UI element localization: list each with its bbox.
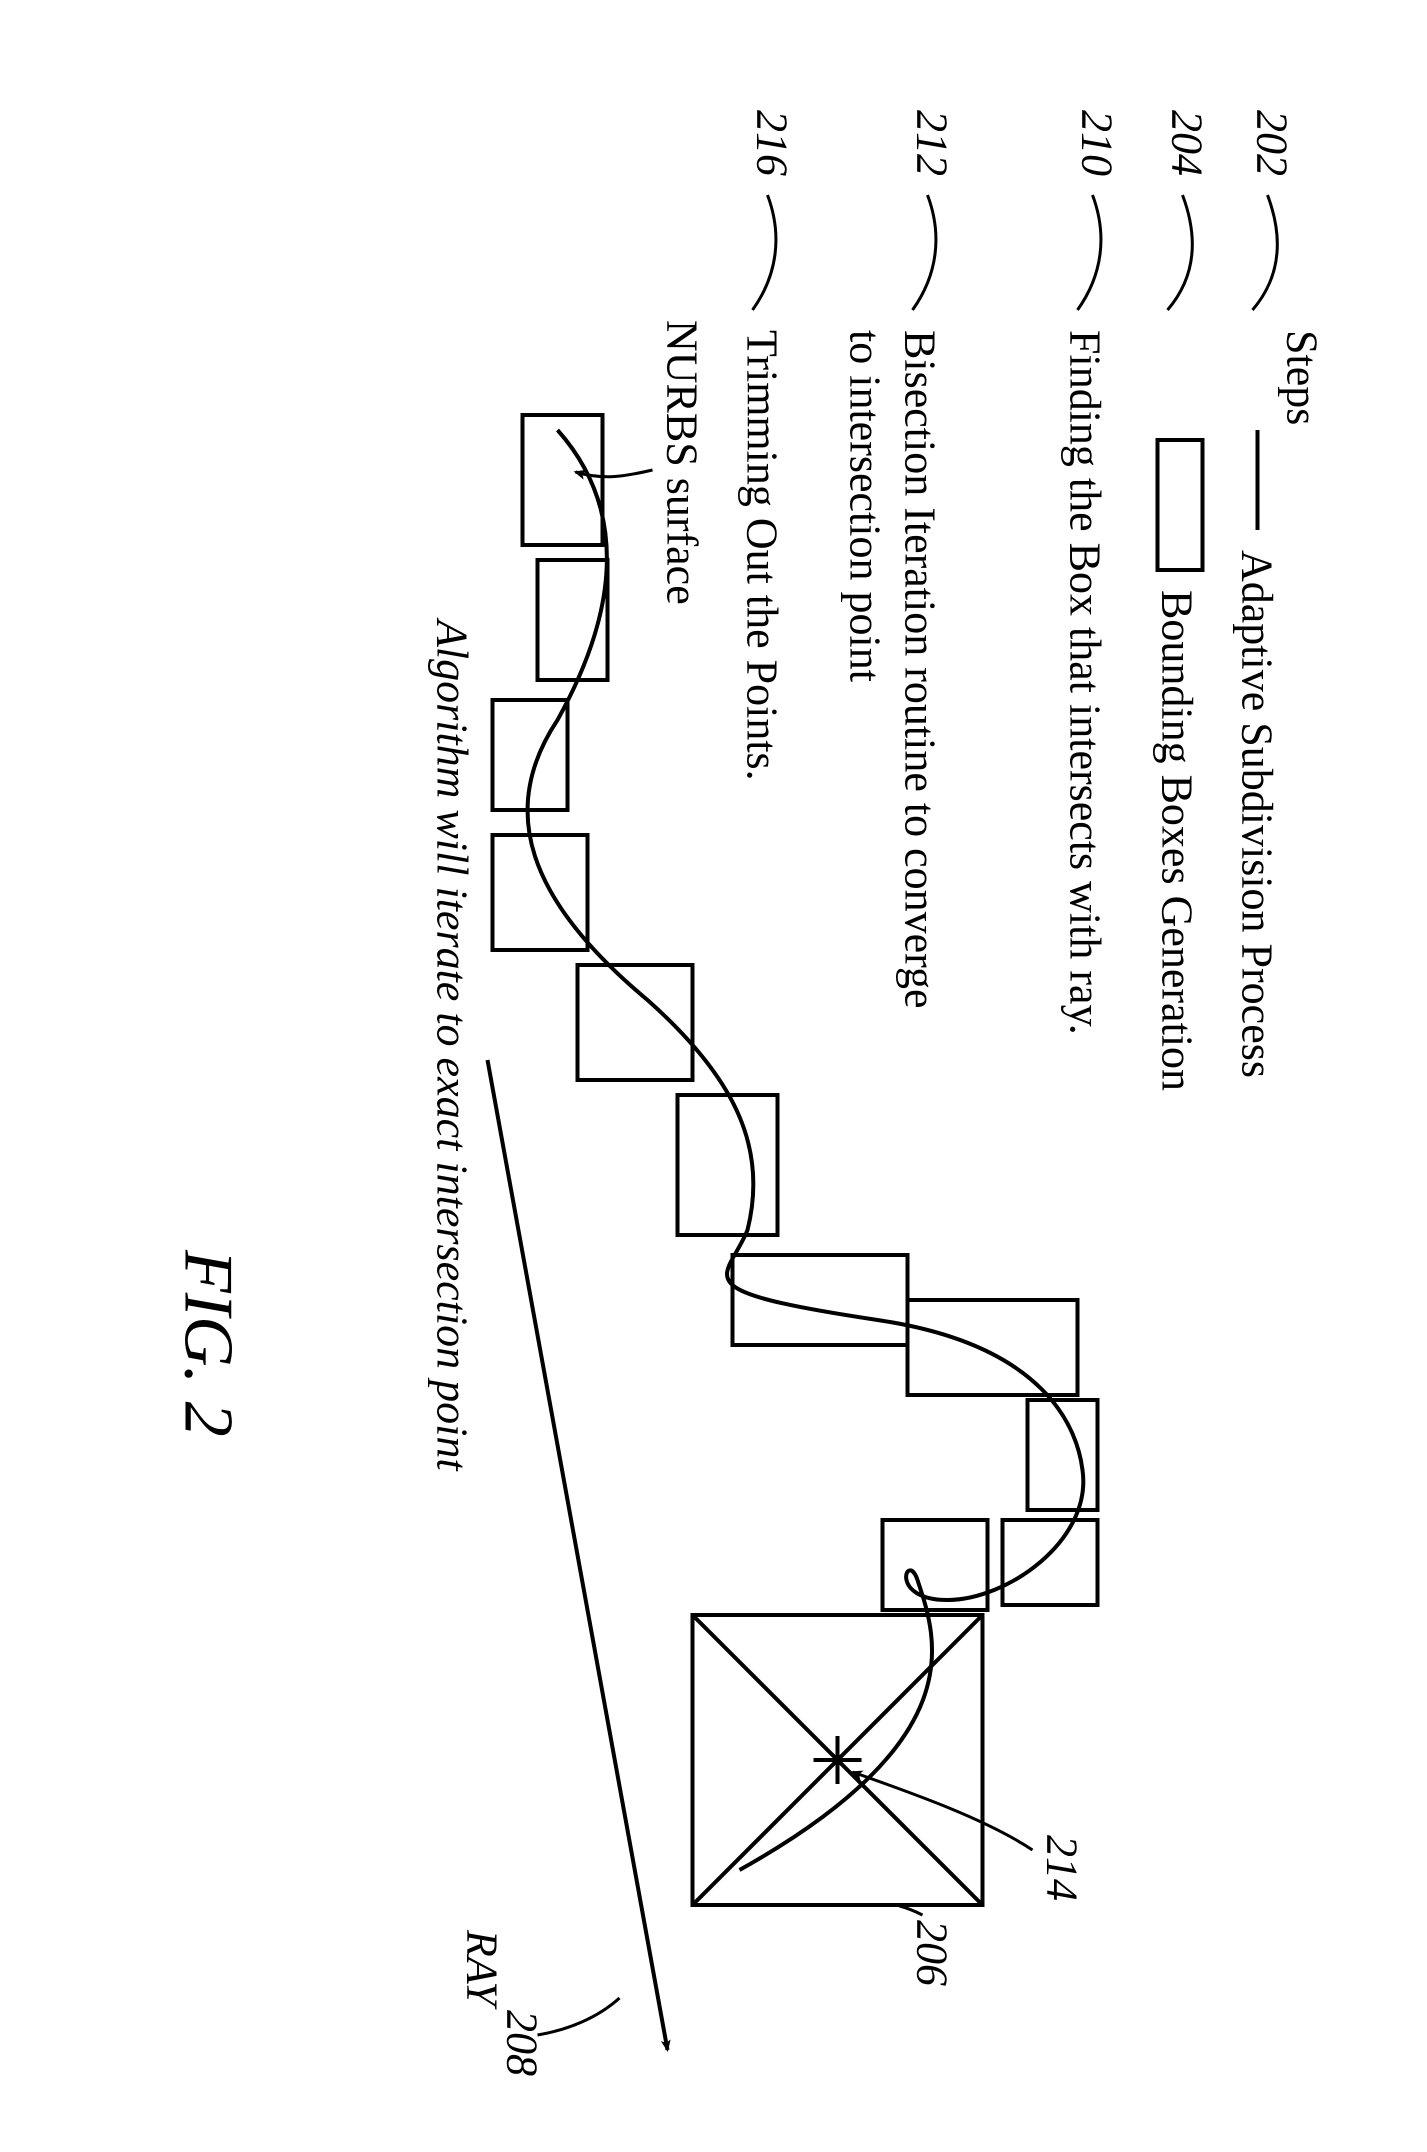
ref-208: 208 (496, 2010, 547, 2076)
ref-206: 206 (906, 1920, 957, 1986)
figure-container: Steps 202 204 210 212 216 Adaptive Subdi… (0, 0, 1427, 2152)
ref-214: 214 (1036, 1835, 1087, 1901)
ref-216: 216 (746, 110, 797, 176)
ref-202: 202 (1246, 110, 1297, 176)
nurbs-surface-label: NURBS surface (656, 320, 707, 605)
steps-heading: Steps (1276, 330, 1327, 425)
iteration-note: Algorithm will iterate to exact intersec… (426, 620, 477, 1471)
diagram-svg (0, 0, 1427, 2152)
ref-212: 212 (906, 110, 957, 176)
ref-204: 204 (1161, 110, 1212, 176)
step-text-2: Finding the Box that intersects with ray… (1057, 330, 1112, 1050)
figure-label: FIG. 2 (167, 1250, 247, 1437)
ref-210: 210 (1071, 110, 1122, 176)
step-text-0: Adaptive Subdivision Process (1231, 550, 1282, 1078)
step-text-1: Bounding Boxes Generation (1151, 590, 1202, 1091)
step-text-3: Bisection Iteration routine to converge … (837, 330, 947, 1050)
ray-label: RAY (456, 1930, 507, 2006)
step-text-4: Trimming Out the Points. (736, 330, 787, 781)
